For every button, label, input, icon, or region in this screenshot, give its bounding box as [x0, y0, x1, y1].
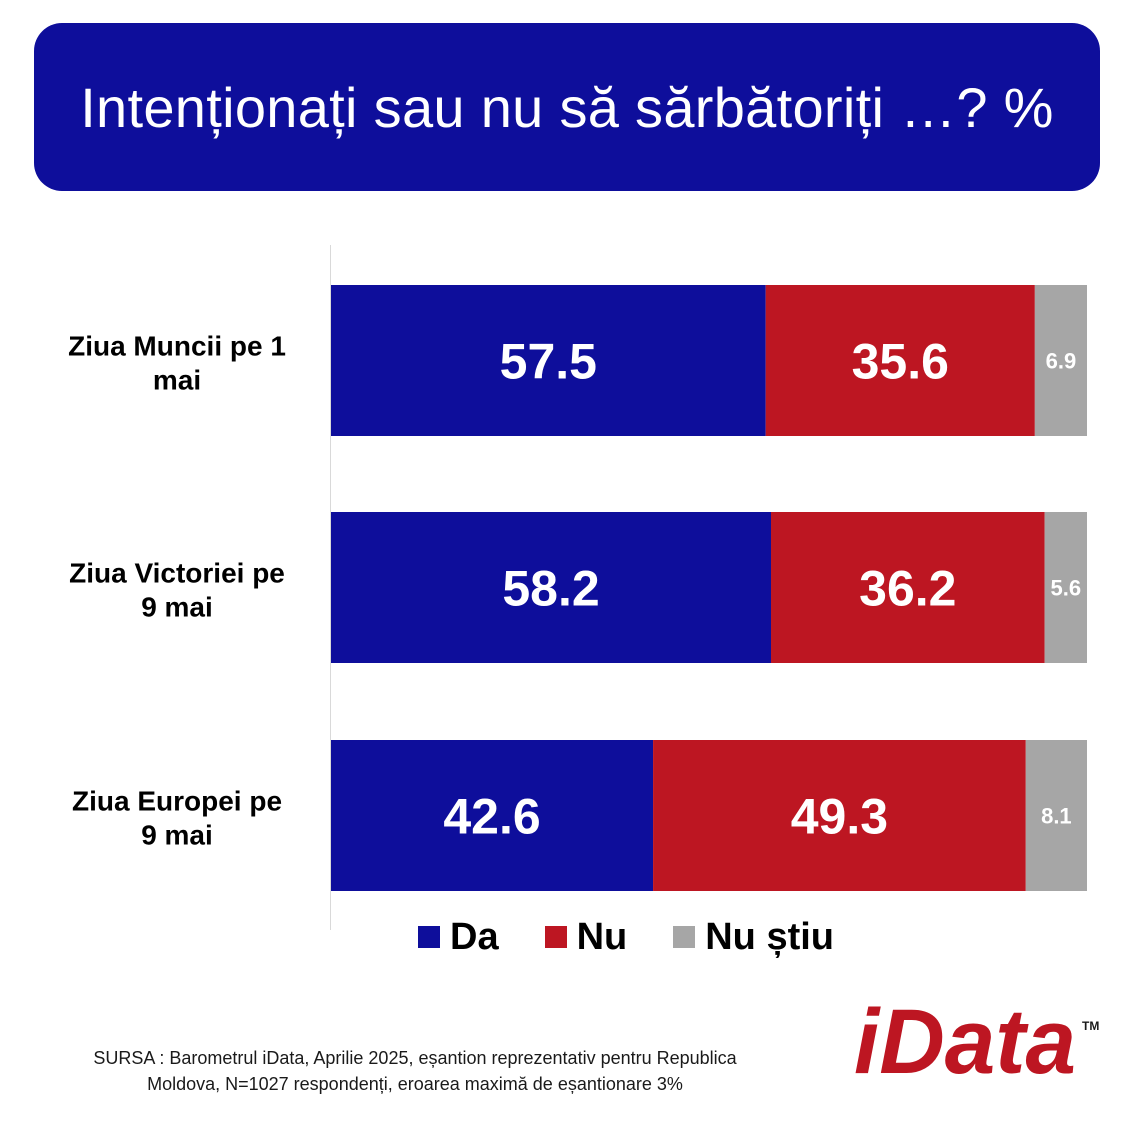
stacked-bar-chart: 57.5 35.6 6.9 Ziua Muncii pe 1 mai 58.2 36.2 5.… [68, 245, 1087, 930]
legend-item-nu-știu: Nu știu [673, 916, 834, 959]
bar-nu-știu-3 [1025, 740, 1087, 891]
legend-swatch [673, 926, 696, 948]
category-label-3-line-1: Ziua Europei pe [72, 786, 282, 817]
legend-label: Nu știu [705, 915, 835, 958]
logo-wordmark: iData [854, 994, 1076, 1084]
legend-label: Da [450, 915, 499, 958]
chart-legend: Da Nu Nu știu [418, 912, 880, 962]
idata-logo: iData TM [846, 991, 1106, 1093]
data-label-da-2: 58.2 [502, 561, 599, 617]
data-label-da-1: 57.5 [500, 334, 597, 390]
bar-da-3 [331, 740, 654, 891]
legend-item-nu: Nu [544, 915, 628, 959]
legend-swatch [418, 926, 440, 948]
source-line-2: Moldova, N=1027 respondenți, eroarea max… [147, 1074, 683, 1094]
bar-nu-știu-2 [1044, 512, 1087, 663]
legend-item-da: Da [418, 916, 499, 959]
legend-swatch [544, 926, 567, 948]
legend-label: Nu [576, 915, 628, 958]
data-label-da-3: 42.6 [443, 789, 540, 845]
data-label-nu-știu-2: 5.6 [1051, 576, 1082, 601]
bar-da-1 [331, 285, 766, 436]
data-label-nu-3: 49.3 [791, 789, 888, 845]
bar-nu-1 [765, 285, 1035, 436]
title-banner: Intenționați sau nu să sărbătoriți …? % [34, 23, 1100, 191]
bar-da-2 [331, 512, 771, 663]
data-label-nu-știu-3: 8.1 [1041, 804, 1072, 829]
bar-nu-știu-1 [1034, 285, 1087, 436]
bar-nu-2 [770, 512, 1045, 663]
source-note: SURSA : Barometrul iData, Aprilie 2025, … [0, 1045, 830, 1097]
category-label-1-line-2: mai [153, 365, 201, 396]
category-label-2-line-1: Ziua Victoriei pe [69, 558, 285, 589]
category-label-2-line-2: 9 mai [141, 592, 213, 623]
category-label-3-line-2: 9 mai [141, 820, 213, 851]
data-label-nu-1: 35.6 [852, 334, 949, 390]
logo-trademark: TM [1082, 1019, 1099, 1033]
data-label-nu-2: 36.2 [859, 561, 956, 617]
category-label-1-line-1: Ziua Muncii pe 1 [68, 331, 286, 362]
data-label-nu-știu-1: 6.9 [1046, 349, 1077, 374]
bar-nu-3 [653, 740, 1026, 891]
chart-title: Intenționați sau nu să sărbătoriți …? % [80, 75, 1054, 139]
logo-graphic: iData TM [854, 991, 1099, 1093]
source-line-1: SURSA : Barometrul iData, Aprilie 2025, … [93, 1048, 737, 1068]
